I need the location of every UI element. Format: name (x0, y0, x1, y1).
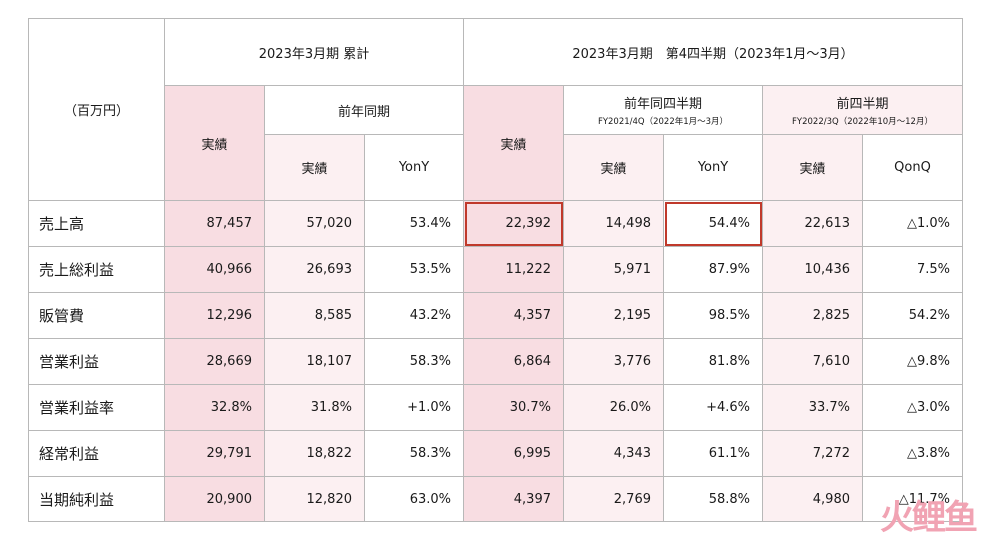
row-label: 営業利益 (28, 338, 165, 385)
cell-prior-quarter-actual: 2,825 (762, 292, 863, 339)
quarter-actual-header: 実績 (463, 85, 564, 201)
cell-quarter-prior: 14,498 (563, 200, 664, 247)
table-row: 営業利益率 32.8% 31.8% +1.0% 30.7% 26.0% +4.6… (28, 384, 963, 431)
cell-quarter-yony: 58.8% (663, 476, 763, 522)
cell-prior-quarter-actual: 33.7% (762, 384, 863, 431)
cell-cumulative-actual: 87,457 (164, 200, 265, 247)
watermark-char-2: 鲤 (912, 498, 946, 538)
row-label: 経常利益 (28, 430, 165, 477)
unit-label: （百万円） (28, 18, 165, 201)
cell-quarter-prior: 2,769 (563, 476, 664, 522)
cell-quarter-actual: 30.7% (463, 384, 564, 431)
cell-quarter-actual: 11,222 (463, 246, 564, 293)
quarter-yony-header: YonY (663, 134, 763, 201)
cell-quarter-actual: 4,397 (463, 476, 564, 522)
cell-qonq: △9.8% (862, 338, 963, 385)
cell-cumulative-prior: 12,820 (264, 476, 365, 522)
cell-cumulative-actual: 32.8% (164, 384, 265, 431)
prior-year-quarter-actual-header: 実績 (563, 134, 664, 201)
cell-qonq: △3.0% (862, 384, 963, 431)
row-label: 売上高 (28, 200, 165, 247)
cell-cumulative-yony: 53.4% (364, 200, 464, 247)
cell-quarter-yony: 98.5% (663, 292, 763, 339)
cell-cumulative-prior: 18,107 (264, 338, 365, 385)
cell-quarter-prior: 3,776 (563, 338, 664, 385)
cell-cumulative-yony: 58.3% (364, 430, 464, 477)
cell-cumulative-prior: 26,693 (264, 246, 365, 293)
cell-qonq: △3.8% (862, 430, 963, 477)
cell-quarter-prior: 5,971 (563, 246, 664, 293)
table-row: 販管費 12,296 8,585 43.2% 4,357 2,195 98.5%… (28, 292, 963, 339)
cell-quarter-actual: 6,864 (463, 338, 564, 385)
cell-prior-quarter-actual: 7,272 (762, 430, 863, 477)
cell-quarter-prior: 26.0% (563, 384, 664, 431)
row-label: 営業利益率 (28, 384, 165, 431)
cell-cumulative-actual: 40,966 (164, 246, 265, 293)
table-row: 営業利益 28,669 18,107 58.3% 6,864 3,776 81.… (28, 338, 963, 385)
cell-quarter-actual: 6,995 (463, 430, 564, 477)
cell-quarter-yony: 87.9% (663, 246, 763, 293)
cell-qonq: 54.2% (862, 292, 963, 339)
cell-cumulative-actual: 28,669 (164, 338, 265, 385)
cell-quarter-yony: +4.6% (663, 384, 763, 431)
row-label: 当期純利益 (28, 476, 165, 522)
cell-prior-quarter-actual: 4,980 (762, 476, 863, 522)
table-row: 当期純利益 20,900 12,820 63.0% 4,397 2,769 58… (28, 476, 963, 522)
prior-quarter-header: 前四半期 FY2022/3Q（2022年10月～12月） (762, 85, 963, 135)
prior-quarter-title: 前四半期 (836, 97, 889, 112)
cell-cumulative-prior: 18,822 (264, 430, 365, 477)
watermark-char-1: 火 (880, 498, 914, 538)
cell-cumulative-yony: 53.5% (364, 246, 464, 293)
row-label: 売上総利益 (28, 246, 165, 293)
cell-quarter-yony: 61.1% (663, 430, 763, 477)
financial-summary-table: （百万円） 2023年3月期 累計 2023年3月期 第4四半期（2023年1月… (28, 18, 963, 522)
cell-cumulative-actual: 12,296 (164, 292, 265, 339)
row-label: 販管費 (28, 292, 165, 339)
watermark-char-3: 鱼 (944, 498, 978, 538)
table-row: 売上高 87,457 57,020 53.4% 22,392 14,498 54… (28, 200, 963, 247)
table-row: 売上総利益 40,966 26,693 53.5% 11,222 5,971 8… (28, 246, 963, 293)
cumulative-header: 2023年3月期 累計 (164, 18, 464, 86)
watermark-logo: 火鲤鱼 (880, 498, 978, 538)
cell-cumulative-yony: 43.2% (364, 292, 464, 339)
cell-cumulative-yony: +1.0% (364, 384, 464, 431)
prior-quarter-actual-header: 実績 (762, 134, 863, 201)
prior-quarter-subtitle: FY2022/3Q（2022年10月～12月） (792, 117, 933, 127)
cell-prior-quarter-actual: 22,613 (762, 200, 863, 247)
cell-cumulative-prior: 57,020 (264, 200, 365, 247)
quarter-header: 2023年3月期 第4四半期（2023年1月～3月） (463, 18, 963, 86)
cell-cumulative-yony: 63.0% (364, 476, 464, 522)
qonq-header: QonQ (862, 134, 963, 201)
cell-qonq: 7.5% (862, 246, 963, 293)
prior-year-period-header: 前年同期 (264, 85, 464, 135)
cell-quarter-actual: 4,357 (463, 292, 564, 339)
cumulative-yony-header: YonY (364, 134, 464, 201)
cell-quarter-yony-highlighted: 54.4% (663, 200, 763, 247)
table-row: 経常利益 29,791 18,822 58.3% 6,995 4,343 61.… (28, 430, 963, 477)
prior-year-actual-header: 実績 (264, 134, 365, 201)
cell-cumulative-yony: 58.3% (364, 338, 464, 385)
prior-year-quarter-title: 前年同四半期 (623, 97, 702, 112)
prior-year-quarter-subtitle: FY2021/4Q（2022年1月～3月） (597, 117, 729, 127)
cell-qonq: △11.7% (862, 476, 963, 522)
cell-cumulative-actual: 29,791 (164, 430, 265, 477)
cell-prior-quarter-actual: 10,436 (762, 246, 863, 293)
cell-quarter-actual-highlighted: 22,392 (463, 200, 564, 247)
cell-prior-quarter-actual: 7,610 (762, 338, 863, 385)
cell-quarter-prior: 4,343 (563, 430, 664, 477)
cell-quarter-prior: 2,195 (563, 292, 664, 339)
cell-qonq: △1.0% (862, 200, 963, 247)
cell-cumulative-actual: 20,900 (164, 476, 265, 522)
cell-cumulative-prior: 8,585 (264, 292, 365, 339)
prior-year-quarter-header: 前年同四半期 FY2021/4Q（2022年1月～3月） (563, 85, 763, 135)
cell-quarter-yony: 81.8% (663, 338, 763, 385)
cell-cumulative-prior: 31.8% (264, 384, 365, 431)
cumulative-actual-header: 実績 (164, 85, 265, 201)
